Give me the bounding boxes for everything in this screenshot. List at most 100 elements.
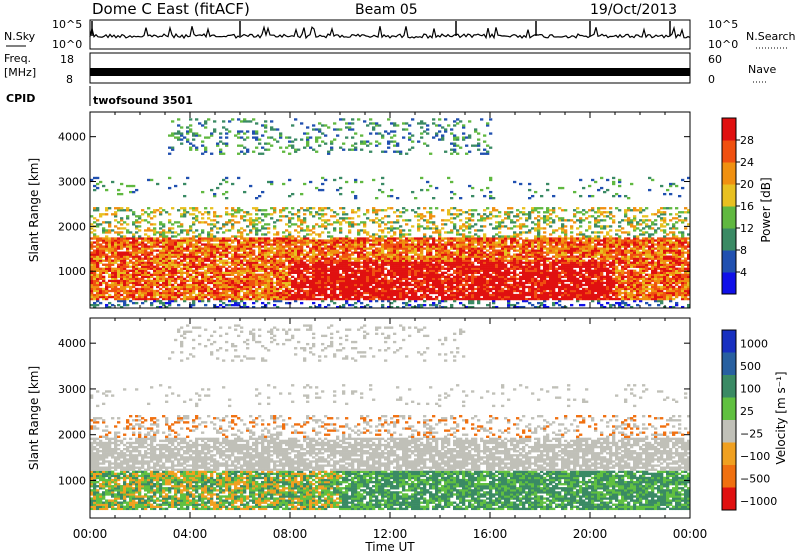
range-gate-cell — [324, 283, 328, 287]
range-gate-cell — [357, 267, 361, 270]
range-gate-cell — [225, 269, 229, 272]
range-gate-cell — [402, 269, 406, 272]
range-gate-cell — [387, 231, 391, 234]
range-gate-cell — [270, 281, 274, 285]
range-gate-cell — [105, 255, 109, 258]
range-gate-cell — [231, 118, 235, 121]
range-gate-cell — [234, 299, 238, 303]
range-gate-cell — [399, 273, 403, 277]
range-gate-cell — [138, 289, 142, 293]
beam-title: Beam 05 — [355, 2, 418, 18]
range-gate-cell — [174, 287, 178, 291]
range-gate-cell — [216, 285, 220, 289]
range-gate-cell — [177, 124, 181, 127]
range-gate-cell — [360, 261, 364, 264]
range-gate-cell — [372, 293, 376, 297]
range-gate-cell — [237, 136, 241, 139]
range-gate-cell — [408, 251, 412, 254]
range-gate-cell — [339, 287, 343, 291]
range-gate-cell — [366, 277, 370, 281]
range-gate-cell — [108, 293, 112, 297]
range-gate-cell — [138, 295, 142, 299]
range-gate-cell — [306, 207, 310, 210]
range-gate-cell — [483, 233, 487, 236]
range-gate-cell — [162, 259, 166, 262]
range-gate-cell — [480, 188, 484, 192]
range-gate-cell — [183, 237, 187, 240]
range-gate-cell — [459, 227, 463, 230]
range-gate-cell — [276, 247, 280, 250]
range-gate-cell — [159, 255, 163, 258]
range-gate-cell — [381, 253, 385, 256]
range-gate-cell — [297, 263, 301, 266]
range-gate-cell — [117, 295, 121, 299]
range-gate-cell — [186, 279, 190, 283]
range-gate-cell — [327, 283, 331, 287]
range-gate-cell — [393, 255, 397, 258]
range-gate-cell — [375, 281, 379, 285]
range-gate-cell — [480, 217, 484, 220]
range-gate-cell — [177, 285, 181, 289]
range-gate-cell — [483, 213, 487, 216]
range-gate-cell — [258, 142, 262, 145]
range-gate-cell — [354, 275, 358, 279]
range-gate-cell — [423, 259, 427, 262]
range-gate-cell — [429, 213, 433, 216]
range-gate-cell — [210, 295, 214, 299]
range-gate-cell — [144, 281, 148, 285]
range-gate-cell — [285, 271, 289, 274]
range-gate-cell — [366, 211, 370, 214]
range-gate-cell — [231, 283, 235, 287]
range-gate-cell — [456, 239, 460, 242]
range-gate-cell — [288, 239, 292, 242]
range-gate-cell — [156, 209, 160, 212]
range-gate-cell — [480, 215, 484, 218]
range-gate-cell — [315, 138, 319, 141]
range-gate-cell — [273, 293, 277, 297]
range-gate-cell — [303, 275, 307, 279]
range-gate-cell — [462, 291, 466, 295]
range-gate-cell — [216, 287, 220, 291]
range-gate-cell — [435, 229, 439, 232]
range-gate-cell — [183, 293, 187, 297]
range-gate-cell — [333, 281, 337, 285]
range-gate-cell — [477, 265, 481, 268]
range-gate-cell — [342, 303, 346, 307]
range-gate-cell — [165, 265, 169, 268]
range-gate-cell — [258, 285, 262, 289]
range-gate-cell — [405, 249, 409, 252]
range-gate-cell — [159, 257, 163, 260]
range-gate-cell — [120, 273, 124, 277]
range-gate-cell — [279, 247, 283, 250]
range-gate-cell — [225, 136, 229, 139]
range-gate-cell — [387, 227, 391, 230]
range-gate-cell — [351, 291, 355, 295]
range-gate-cell — [207, 249, 211, 252]
range-gate-cell — [315, 239, 319, 242]
range-gate-cell — [222, 253, 226, 256]
range-gate-cell — [132, 281, 136, 285]
range-gate-cell — [300, 261, 304, 264]
range-gate-cell — [378, 265, 382, 268]
range-gate-cell — [456, 259, 460, 262]
range-gate-cell — [222, 287, 226, 291]
range-gate-cell — [471, 194, 475, 198]
range-gate-cell — [468, 235, 472, 238]
range-gate-cell — [174, 249, 178, 252]
range-gate-cell — [357, 271, 361, 274]
range-gate-cell — [285, 285, 289, 289]
range-gate-cell — [324, 178, 328, 182]
range-gate-cell — [447, 259, 451, 262]
range-gate-cell — [339, 237, 343, 240]
range-gate-cell — [159, 227, 163, 230]
range-gate-cell — [90, 251, 94, 254]
range-gate-cell — [252, 251, 256, 254]
range-gate-cell — [237, 279, 241, 283]
range-gate-cell — [291, 207, 295, 210]
range-gate-cell — [432, 297, 436, 301]
range-gate-cell — [168, 186, 172, 190]
range-gate-cell — [411, 251, 415, 254]
range-gate-cell — [180, 255, 184, 258]
range-gate-cell — [459, 271, 463, 274]
range-gate-cell — [381, 277, 385, 281]
